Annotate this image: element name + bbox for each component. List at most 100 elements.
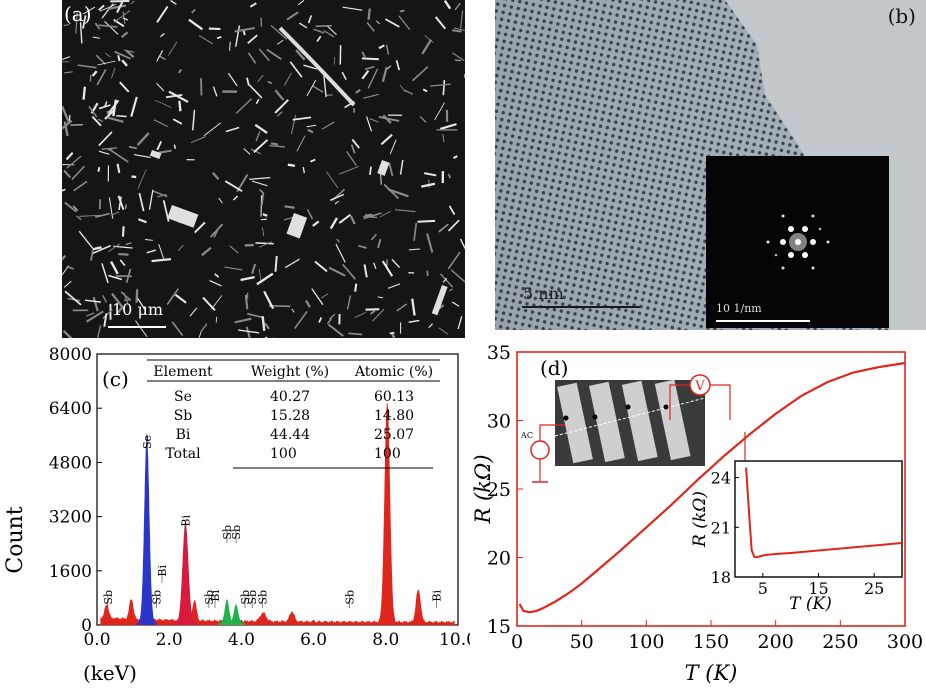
nanowire	[84, 299, 101, 303]
nanowire	[367, 8, 371, 20]
nanowire	[192, 109, 196, 131]
nanowire	[377, 238, 382, 249]
nanowire	[171, 321, 184, 337]
nanowire	[422, 88, 428, 93]
peak-label: Bi	[430, 590, 443, 602]
nanowire	[254, 123, 268, 134]
nanowire	[334, 200, 340, 205]
nanowire	[153, 190, 168, 198]
nanowire	[378, 44, 385, 50]
nanowire	[189, 307, 198, 317]
nanowire	[383, 183, 400, 200]
nanowire	[90, 250, 94, 261]
x-tick-label: 0.0	[83, 630, 110, 650]
nanowire	[438, 327, 449, 335]
nanowire	[235, 98, 252, 114]
nanowire	[190, 135, 206, 144]
nanowire	[443, 0, 452, 10]
nanowire	[234, 317, 252, 324]
table-header: Weight (%)	[251, 364, 329, 380]
nanowire	[428, 323, 434, 329]
peak-label: Bi	[179, 515, 192, 527]
nanowire	[224, 180, 243, 193]
nanowire	[156, 5, 169, 23]
nanowire	[138, 218, 147, 224]
sem-texture	[62, 0, 465, 338]
nanowire	[463, 74, 465, 80]
nanowire	[101, 147, 118, 150]
nanowire	[194, 221, 206, 234]
nanowire	[421, 39, 432, 55]
nanowire	[65, 151, 74, 161]
nanowire	[104, 101, 108, 107]
nanowire	[364, 66, 375, 71]
nanowire	[351, 138, 360, 149]
nanowire	[98, 131, 113, 147]
nanowire	[292, 116, 312, 121]
nanowire	[399, 9, 405, 13]
y-tick-label: 6400	[49, 399, 92, 419]
nanowire	[137, 298, 147, 311]
x-tick-label: 4.0	[228, 630, 255, 650]
inset-scale-bar	[716, 320, 810, 322]
nanowire	[257, 74, 264, 83]
rt-x-axis-label: T (K)	[685, 661, 738, 685]
device-schematic-inset: V AC	[520, 374, 753, 483]
nanowire	[94, 22, 101, 30]
contact-point	[625, 404, 631, 410]
nanowire	[66, 155, 82, 169]
peak-label: Se	[141, 435, 154, 449]
nanowire	[423, 172, 437, 177]
nanowire	[291, 308, 295, 313]
nanowire	[245, 326, 251, 338]
nanowire	[398, 15, 411, 31]
nanowire	[62, 254, 67, 261]
nanowire	[302, 167, 306, 174]
nanowire	[366, 22, 375, 32]
nanowire	[459, 238, 465, 250]
nanowire	[156, 141, 163, 151]
inset-plot-frame	[734, 460, 903, 578]
nanowire	[260, 195, 263, 217]
nanowire	[148, 189, 154, 210]
nanowire	[95, 54, 106, 65]
nanowire	[160, 32, 165, 38]
nanowire	[328, 266, 346, 277]
nanowire	[434, 102, 445, 121]
nanowire	[108, 274, 123, 281]
nanowire	[387, 283, 401, 289]
nanowire	[297, 0, 305, 6]
nanowire	[429, 83, 451, 87]
electrode	[589, 381, 625, 463]
peak-label: Sb	[151, 590, 164, 605]
nanowire	[214, 273, 220, 278]
nanowire	[133, 153, 151, 159]
nanowire	[82, 15, 87, 29]
nanowire	[453, 27, 465, 31]
nanowire	[323, 29, 335, 38]
nanowire	[107, 4, 127, 11]
y-tick-label: 8000	[49, 345, 92, 365]
nanowire	[255, 242, 274, 245]
nanowire	[307, 128, 314, 134]
inset-y-axis-label: R (kΩ)	[690, 491, 710, 548]
nanowire	[198, 330, 203, 338]
eds-base-spectrum	[100, 402, 455, 626]
nanowire	[346, 150, 357, 166]
nanowire	[329, 313, 336, 320]
nanowire	[381, 260, 394, 277]
nanowire	[125, 242, 132, 246]
nanowire	[354, 312, 367, 318]
nanowire	[295, 49, 306, 61]
nanowire	[266, 48, 282, 60]
eds-spectrum-chart: 0 1600 3200 4800 6400 8000 0.0 2.0 4.0 6.0 8.0 10.0…	[3, 345, 470, 685]
nanowire	[284, 205, 295, 209]
nanowire	[312, 220, 320, 227]
rt-curve	[518, 361, 906, 614]
y-tick-label: 25	[487, 479, 511, 501]
x-tick-label: 8.0	[372, 630, 399, 650]
nanowire	[311, 288, 324, 306]
nanowire	[447, 219, 460, 232]
nanowire	[277, 39, 284, 45]
ac-source-label: AC	[520, 431, 533, 440]
